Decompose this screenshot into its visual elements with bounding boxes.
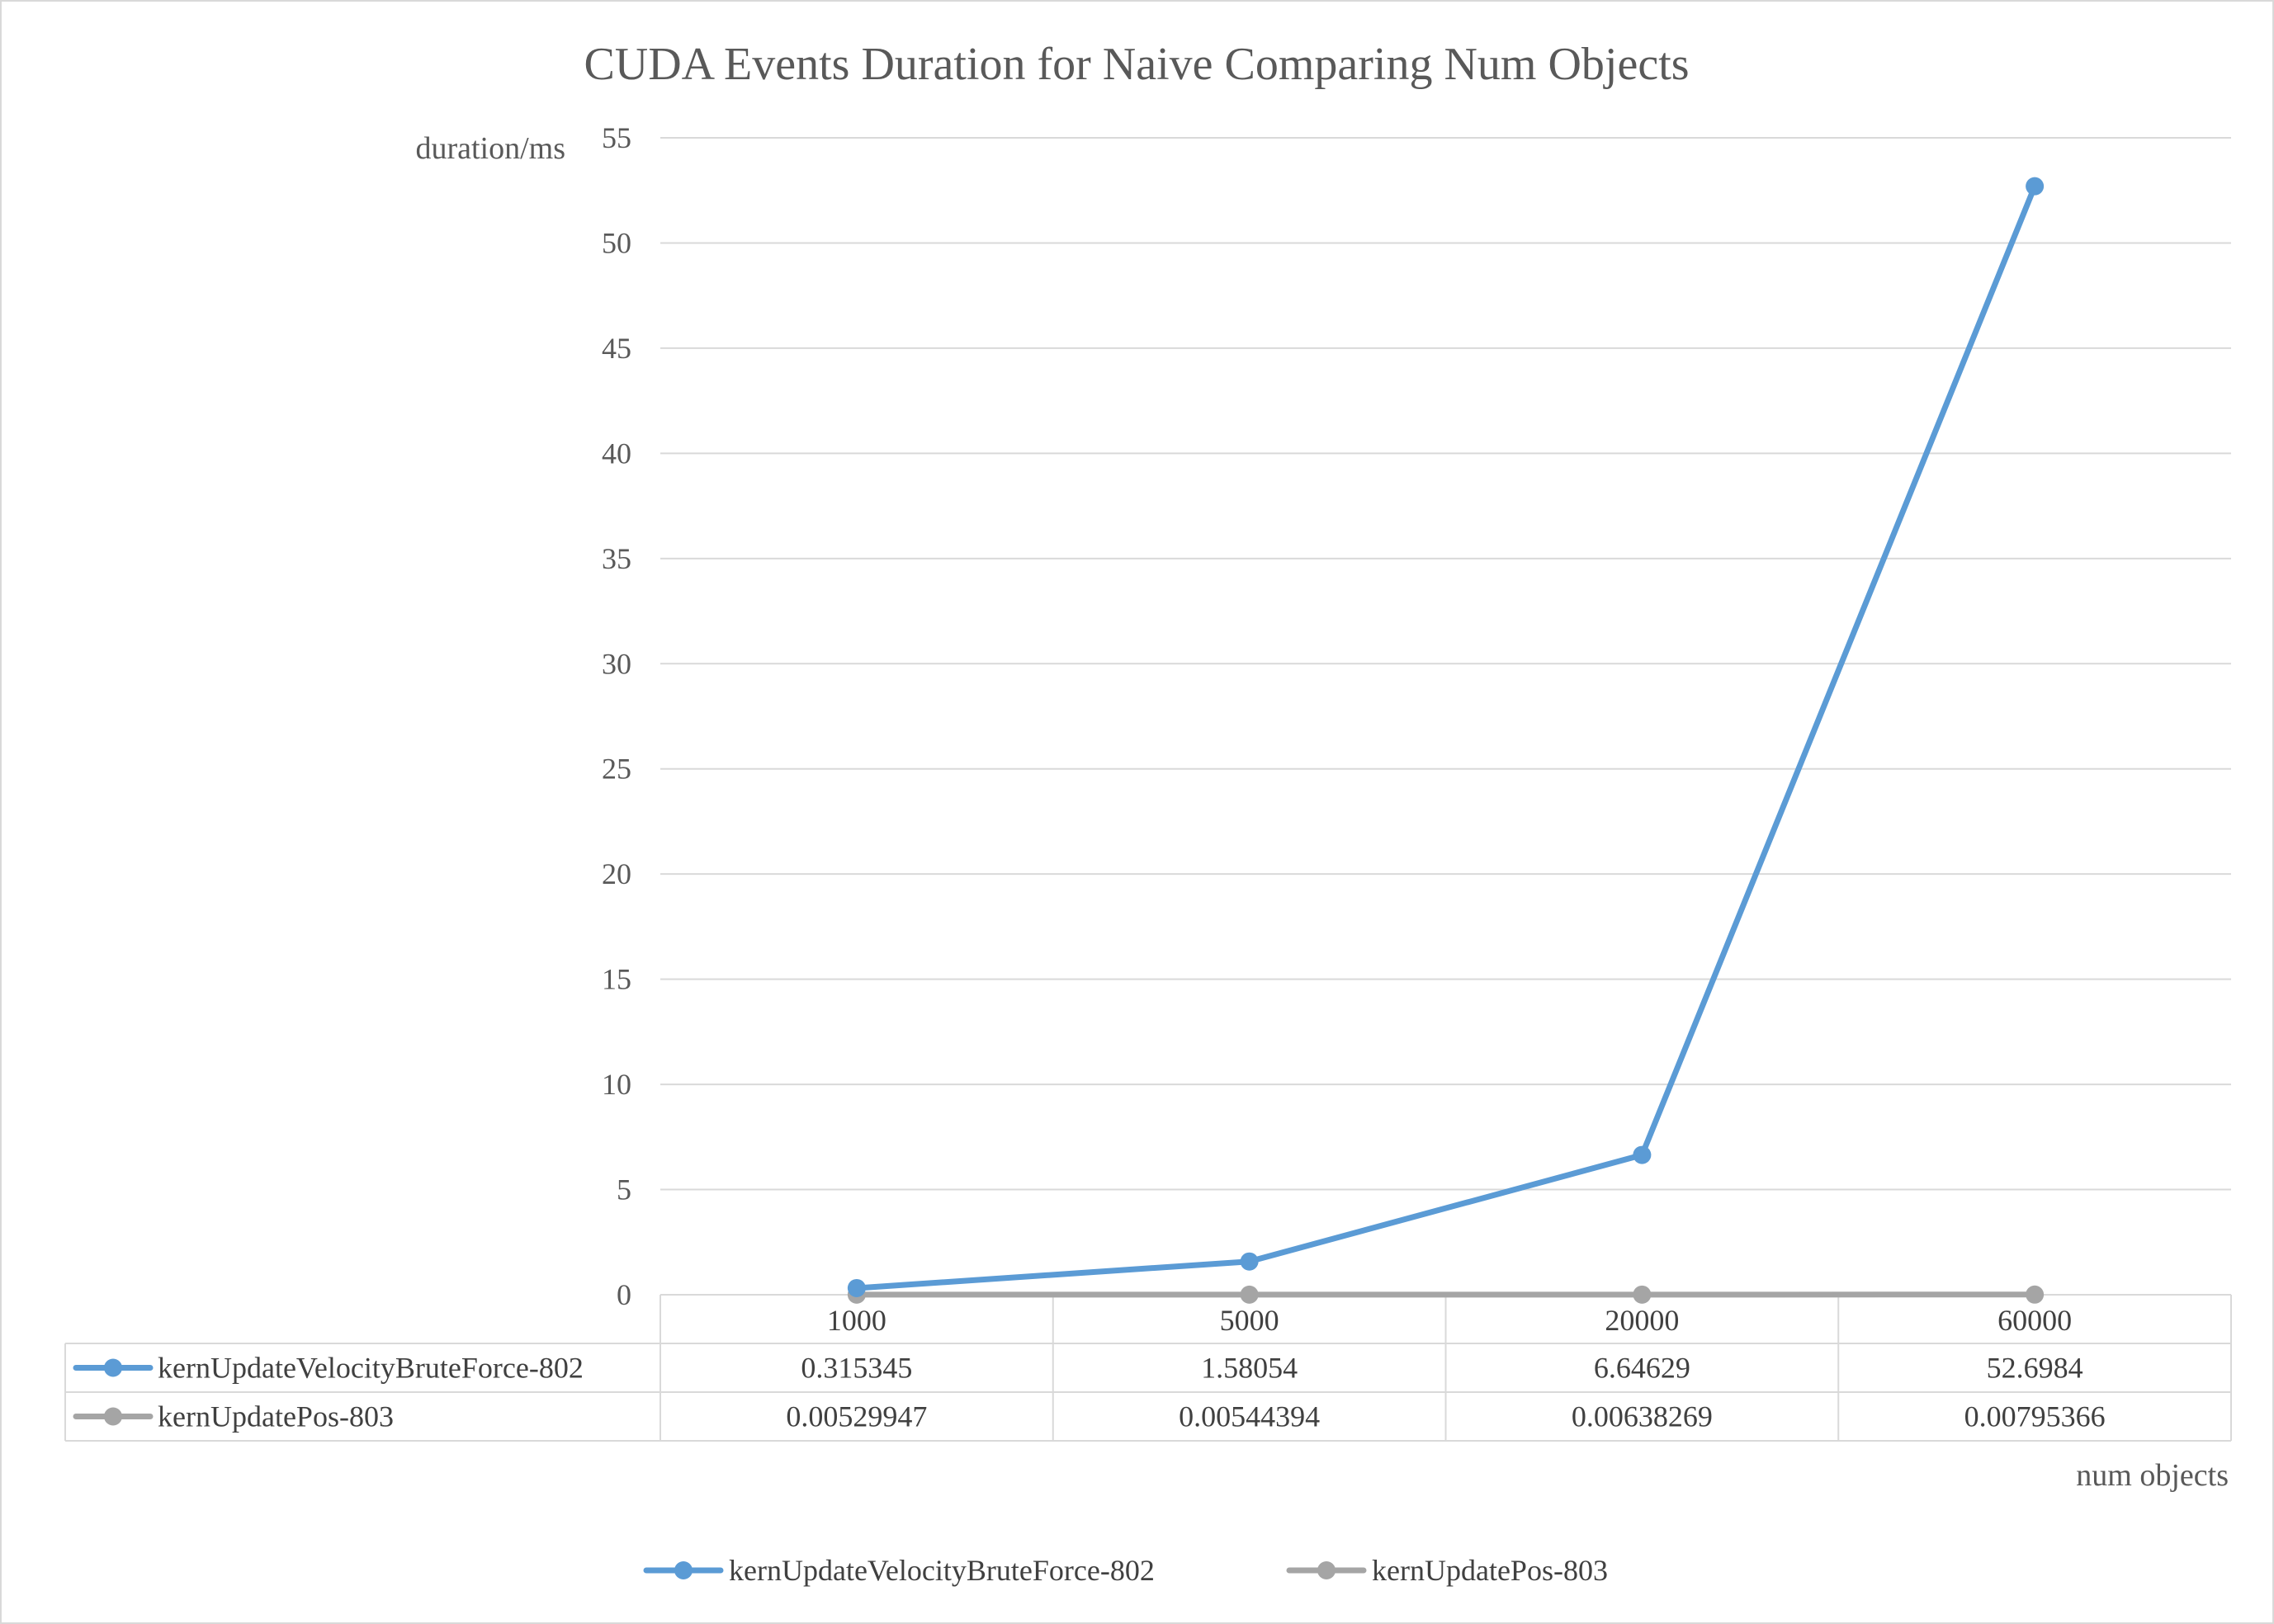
data-point (847, 1278, 866, 1297)
table-cell-value: 1.58054 (1201, 1352, 1298, 1385)
table-cell-value: 0.315345 (801, 1352, 912, 1385)
y-tick-label: 45 (602, 332, 631, 365)
legend-entry-label: kernUpdateVelocityBruteForce-802 (729, 1554, 1155, 1587)
x-tick-label: 1000 (827, 1304, 886, 1337)
y-tick-label: 25 (602, 753, 631, 786)
data-table: 1000 5000 20000 60000 kernUpdateVelocityBrut… (64, 1294, 2232, 1442)
y-tick-label: 10 (602, 1068, 631, 1101)
table-cell-value: 6.64629 (1594, 1352, 1690, 1385)
x-tick-label: 60000 (1997, 1304, 2072, 1337)
legend-entry-label: kernUpdatePos-803 (1372, 1554, 1608, 1587)
table-series-name: kernUpdateVelocityBruteForce-802 (158, 1352, 584, 1385)
table-cell-value: 0.00529947 (786, 1400, 927, 1433)
table-legend-key-marker (104, 1358, 122, 1377)
data-point (1633, 1145, 1652, 1164)
y-tick-label: 20 (602, 857, 631, 890)
table-cell-value: 0.00795366 (1964, 1400, 2106, 1433)
table-legend-key-marker (104, 1407, 122, 1426)
y-tick-label: 5 (617, 1173, 631, 1206)
y-tick-label: 35 (602, 542, 631, 575)
y-tick-label: 40 (602, 437, 631, 470)
x-tick-label: 5000 (1220, 1304, 1279, 1337)
series-line (853, 183, 2038, 1291)
data-point (2026, 1285, 2045, 1304)
y-axis-title: duration/ms (415, 131, 565, 166)
legend-key-marker (1317, 1561, 1336, 1579)
data-point (1240, 1285, 1259, 1304)
y-tick-label: 50 (602, 226, 631, 259)
y-tick-label: 0 (617, 1278, 631, 1311)
table-cell-value: 52.6984 (1987, 1352, 2083, 1385)
table-series-name: kernUpdatePos-803 (158, 1400, 394, 1433)
x-tick-label: 20000 (1605, 1304, 1679, 1337)
table-cell-value: 0.00638269 (1572, 1400, 1713, 1433)
series-lines (847, 177, 2045, 1304)
legend: kernUpdateVelocityBruteForce-802 kernUpda… (643, 1554, 1608, 1587)
data-point (1240, 1252, 1259, 1271)
data-point (1633, 1285, 1652, 1304)
x-axis-title: num objects (2076, 1458, 2229, 1493)
y-tick-label: 55 (602, 121, 631, 154)
table-cell-value: 0.00544394 (1179, 1400, 1320, 1433)
chart-title: CUDA Events Duration for Naive Comparing… (584, 39, 1689, 90)
legend-key-marker (674, 1561, 693, 1579)
y-tick-label: 30 (602, 647, 631, 680)
y-axis-ticks: 0 5 10 15 20 25 30 35 40 45 50 55 (602, 121, 631, 1311)
y-tick-label: 15 (602, 963, 631, 996)
data-point (2026, 177, 2045, 196)
gridlines (660, 137, 2231, 1191)
